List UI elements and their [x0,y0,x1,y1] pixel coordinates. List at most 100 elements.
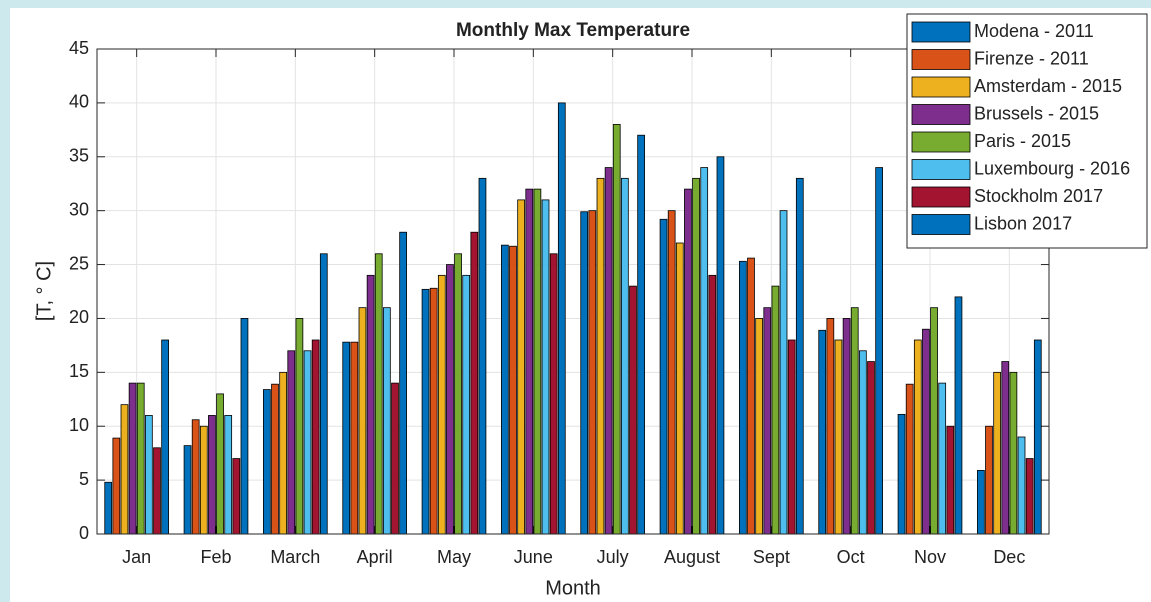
bar [421,288,430,535]
bar [319,253,328,535]
bar [675,242,684,535]
x-tick-label: Sept [753,547,790,567]
x-tick-label: March [270,547,320,567]
bar [659,218,668,535]
bar [271,383,279,535]
bar [859,350,867,535]
y-tick-label: 15 [69,361,89,381]
bar [374,253,383,535]
y-tick-label: 10 [69,415,89,435]
y-tick-label: 40 [69,92,89,112]
legend-swatch [911,214,971,235]
bar [818,329,827,535]
bar [232,458,241,535]
legend-swatch [911,131,971,153]
x-tick-label: Dec [993,547,1025,567]
bar [391,382,399,535]
bar [549,253,558,535]
bar [993,371,1001,535]
bar [787,339,796,535]
legend-label: Brussels - 2015 [974,103,1099,123]
bar [1033,339,1042,535]
bar [383,307,391,535]
bar [501,244,509,535]
legend-swatch [911,49,971,70]
x-tick-label: July [597,547,629,567]
legend-swatch [911,186,971,208]
bar [684,188,692,535]
bar [454,253,462,535]
bar [557,102,566,535]
bar [826,318,835,535]
bar [985,425,993,535]
x-tick-label: August [664,547,720,567]
chart-title: Monthly Max Temperature [456,20,690,41]
bar [834,339,843,535]
legend-label: Paris - 2015 [974,131,1071,151]
bar [517,199,525,535]
y-tick-label: 30 [69,199,89,219]
bar [342,341,351,535]
bar [588,210,597,535]
bar [763,307,772,535]
bar [905,383,914,535]
legend-label: Firenze - 2011 [974,48,1089,68]
bar [795,177,804,535]
bar [739,260,747,535]
bar [913,339,922,535]
bar [533,188,542,535]
bar [287,350,296,535]
bar [311,339,320,535]
bar [771,285,780,535]
bar [897,413,906,535]
bar [1009,371,1018,535]
legend-swatch [911,104,971,125]
legend-label: Stockholm 2017 [974,186,1103,206]
bar [667,210,676,535]
bar [580,211,589,535]
y-tick-label: 20 [69,307,89,327]
x-axis-label: Month [545,577,601,599]
bar [161,339,169,535]
bar [183,445,192,535]
x-tick-label: May [437,547,471,567]
bar [922,328,930,535]
y-axis-label: [T, ° C] [33,261,55,321]
legend-label: Lisbon 2017 [974,213,1072,233]
bar [708,274,717,535]
y-tick-label: 25 [69,253,89,273]
bar [279,371,287,535]
bar [700,167,709,535]
bar [612,124,621,535]
bar [128,382,137,535]
legend-swatch [911,76,971,98]
x-tick-label: Feb [200,547,231,567]
legend-label: Luxembourg - 2016 [974,158,1130,178]
bar [930,307,938,535]
bar [136,382,145,535]
x-tick-label: June [514,547,553,567]
bar [604,167,613,535]
bar [525,188,534,535]
bar [1001,361,1010,535]
legend-label: Modena - 2011 [974,21,1094,41]
bar [509,245,517,535]
bar [104,481,113,535]
bar [199,425,208,535]
bar [850,307,859,535]
bar [366,274,375,535]
bar [779,210,788,535]
bar [358,307,367,535]
bar [208,415,216,535]
bar [224,415,233,535]
bar [596,177,605,535]
bar [541,199,550,535]
bar [755,318,763,535]
legend-swatch [911,159,971,180]
bar [216,393,224,535]
axes-box [96,48,1050,535]
x-tick-label: Nov [914,547,946,567]
bar [747,257,755,535]
legend-box [906,13,1148,249]
